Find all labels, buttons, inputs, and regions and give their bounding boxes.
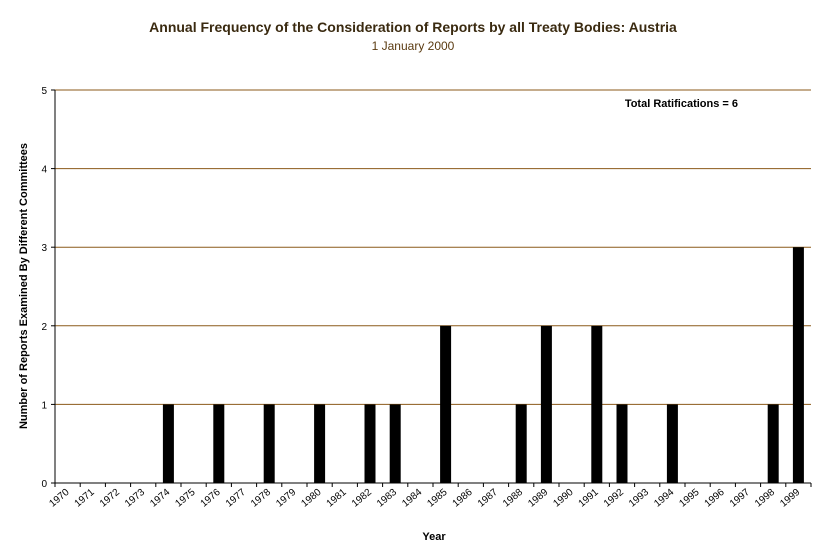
- x-tick-label: 1974: [148, 487, 172, 510]
- x-tick-label: 1970: [47, 487, 71, 510]
- y-tick-label: 0: [41, 479, 47, 490]
- chart-subtitle: 1 January 2000: [371, 39, 455, 53]
- x-tick-label: 1977: [224, 487, 248, 510]
- bars: [162, 247, 804, 483]
- bar: [515, 404, 527, 483]
- bar: [666, 404, 678, 483]
- x-tick-label: 1975: [173, 487, 197, 510]
- x-tick-label: 1991: [577, 487, 601, 510]
- x-tick-label: 1972: [98, 487, 122, 510]
- x-axis-title: Year: [422, 531, 446, 543]
- x-tick-label: 1989: [526, 487, 550, 510]
- x-tick-label: 1996: [703, 487, 727, 510]
- x-tick-label: 1992: [602, 487, 626, 510]
- x-tick-label: 1990: [551, 487, 575, 510]
- bar: [767, 404, 779, 483]
- bar: [591, 325, 603, 483]
- bar: [162, 404, 174, 483]
- x-tick-label: 1981: [325, 487, 349, 510]
- chart-title: Annual Frequency of the Consideration of…: [149, 19, 677, 35]
- x-tick-label: 1998: [753, 487, 777, 510]
- x-tick-label: 1986: [451, 487, 475, 510]
- x-tick-label: 1979: [274, 487, 298, 510]
- y-tick-label: 1: [41, 400, 47, 411]
- x-tick-label: 1988: [501, 487, 525, 510]
- y-tick-labels: 0 1 2 3 4 5: [41, 86, 47, 490]
- x-tick-label: 1984: [400, 487, 424, 510]
- x-tick-label: 1985: [425, 487, 449, 510]
- y-tick-label: 5: [41, 86, 47, 97]
- bar: [314, 404, 326, 483]
- bar: [540, 325, 552, 483]
- x-tick-label: 1982: [350, 487, 374, 510]
- total-ratifications-annotation: Total Ratifications = 6: [625, 98, 738, 110]
- bar: [389, 404, 401, 483]
- bar: [263, 404, 275, 483]
- y-tick-label: 2: [41, 322, 47, 333]
- x-tick-label: 1993: [627, 487, 651, 510]
- bar: [440, 325, 452, 483]
- x-tick-label: 1999: [778, 487, 802, 510]
- x-tick-label: 1973: [123, 487, 147, 510]
- bar: [364, 404, 376, 483]
- bar: [213, 404, 225, 483]
- y-axis-title: Number of Reports Examined By Different …: [18, 143, 30, 429]
- x-tick-label: 1995: [677, 487, 701, 510]
- x-tick-label: 1976: [199, 487, 223, 510]
- gridlines: [55, 89, 811, 405]
- x-tick-label: 1980: [299, 487, 323, 510]
- y-tick-label: 3: [41, 243, 47, 254]
- x-tick-label: 1994: [652, 487, 676, 510]
- y-tick-label: 4: [41, 165, 47, 176]
- x-tick-labels: 1970 1971 1972 1973 1974 1975 1976 1977 1978 1979…: [47, 487, 802, 510]
- x-tick-label: 1997: [728, 487, 752, 510]
- bar: [616, 404, 628, 483]
- x-tick-label: 1983: [375, 487, 399, 510]
- bar: [792, 247, 804, 483]
- x-tick-label: 1971: [73, 487, 97, 510]
- x-tick-label: 1978: [249, 487, 273, 510]
- axes: [51, 89, 812, 487]
- x-tick-label: 1987: [476, 487, 500, 510]
